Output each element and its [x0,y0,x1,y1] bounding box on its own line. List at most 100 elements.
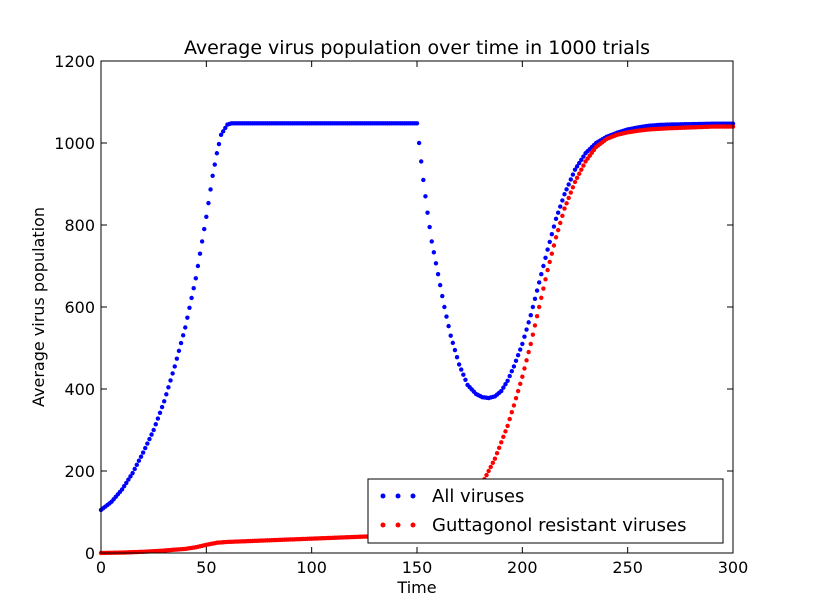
data-point [446,323,451,329]
data-point [520,374,525,379]
x-axis-label: Time [396,578,436,597]
data-point [499,440,504,445]
data-point [522,334,527,339]
data-point [518,347,523,352]
legend-marker [380,522,386,528]
data-point [140,450,146,455]
data-point [503,382,508,387]
data-point [456,362,462,367]
data-point [560,198,565,203]
data-point [553,235,559,240]
data-point [568,177,573,182]
data-point [566,182,571,187]
data-point [518,381,523,387]
data-point [206,200,211,206]
data-point [452,347,458,353]
data-point [530,304,536,310]
data-point [130,470,135,476]
data-point [496,445,502,450]
data-point [515,352,521,358]
data-point [145,441,150,446]
data-point [193,276,198,281]
data-point [526,349,531,355]
data-point [134,462,140,468]
x-tick-label: 50 [196,558,216,577]
data-point [490,460,496,465]
data-point [178,340,184,346]
data-point [543,277,548,282]
data-point [423,194,428,199]
data-point [570,172,576,177]
data-point [515,388,521,394]
data-point [174,356,180,361]
x-tick-label: 200 [507,558,538,577]
y-axis-label: Average virus population [29,207,48,407]
data-point [444,314,449,319]
data-point [507,416,512,422]
y-tick-label: 0 [85,544,95,563]
data-point [425,210,430,215]
data-point [157,410,163,415]
data-point [168,378,173,383]
data-point [164,392,169,397]
data-point [522,366,527,371]
series-all-viruses [98,121,736,513]
data-point [433,261,439,266]
x-tick-label: 250 [612,558,643,577]
data-point [513,396,519,401]
data-point [124,480,129,486]
data-point [564,187,569,192]
data-point [549,232,555,237]
data-point [189,295,194,301]
data-point [551,243,557,248]
data-point [197,251,203,256]
chart-title: Average virus population over time in 10… [184,37,650,59]
data-point [530,332,536,337]
data-point [199,239,205,244]
data-point [524,358,529,363]
data-point [555,210,561,215]
data-point [503,429,508,434]
data-point [172,364,177,369]
legend: All viruses Guttagonol resistant viruses [367,478,724,544]
data-point [414,121,420,126]
data-point [223,125,228,131]
data-point [534,314,540,319]
data-point [166,385,171,390]
data-point [126,477,131,482]
data-point [562,206,567,211]
data-point [536,280,542,285]
data-point [210,173,215,178]
data-point [429,239,434,244]
data-point [545,247,550,252]
data-point [539,272,544,277]
x-tick-label: 0 [96,558,106,577]
data-point [581,163,586,168]
data-point [577,160,582,166]
data-point [162,399,167,404]
data-point [416,140,422,146]
data-point [507,373,512,379]
data-point [427,224,432,230]
data-point [484,472,489,478]
data-point [138,454,144,459]
data-point [562,192,567,197]
data-point [214,151,220,156]
data-point [501,434,506,440]
data-point [212,162,217,167]
data-point [208,187,213,192]
legend-marker [395,493,401,499]
data-point [555,227,561,233]
data-point [526,320,531,325]
data-point [499,388,504,394]
data-point [558,204,563,209]
data-point [572,179,578,185]
data-point [431,250,437,255]
data-point [551,224,557,229]
legend-marker [410,493,416,499]
data-point [492,456,498,461]
data-point [541,286,546,291]
ticks-layer: 0 50 100 150 200 250 300 0 200 400 600 800 1000 1200 [54,52,748,577]
data-point [528,341,533,347]
